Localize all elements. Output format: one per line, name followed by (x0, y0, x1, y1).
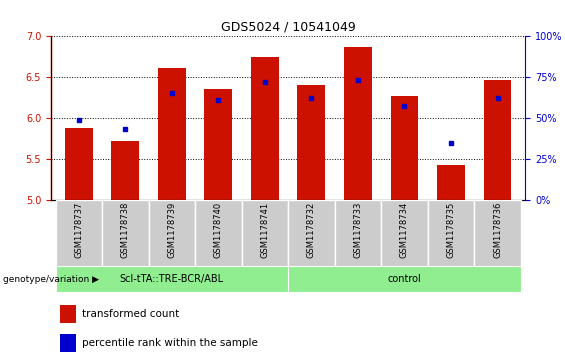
Text: GSM1178737: GSM1178737 (74, 202, 83, 258)
Text: GSM1178735: GSM1178735 (446, 202, 455, 258)
Text: GSM1178732: GSM1178732 (307, 202, 316, 258)
Bar (428, 200, 474, 267)
Bar (251, 57, 279, 200)
Bar (390, 96, 419, 200)
Bar (60, 305, 76, 322)
Bar (297, 85, 325, 200)
Text: control: control (388, 274, 421, 284)
Title: GDS5024 / 10541049: GDS5024 / 10541049 (221, 21, 355, 34)
Text: GSM1178734: GSM1178734 (400, 202, 409, 258)
Bar (55, 266, 288, 292)
Text: GSM1178733: GSM1178733 (354, 202, 362, 258)
Text: GSM1178738: GSM1178738 (121, 202, 130, 258)
Bar (205, 89, 232, 200)
Text: genotype/variation ▶: genotype/variation ▶ (3, 275, 99, 284)
Bar (158, 68, 186, 200)
Text: transformed count: transformed count (82, 309, 179, 319)
Bar (60, 334, 76, 352)
Text: GSM1178736: GSM1178736 (493, 202, 502, 258)
Text: GSM1178739: GSM1178739 (167, 202, 176, 258)
Bar (65, 128, 93, 200)
Text: Scl-tTA::TRE-BCR/ABL: Scl-tTA::TRE-BCR/ABL (120, 274, 224, 284)
Bar (195, 200, 242, 267)
Bar (334, 200, 381, 267)
Bar (149, 200, 195, 267)
Bar (344, 47, 372, 200)
Bar (288, 266, 521, 292)
Text: GSM1178741: GSM1178741 (260, 202, 270, 258)
Bar (111, 141, 139, 200)
Bar (242, 200, 288, 267)
Bar (484, 79, 511, 200)
Bar (474, 200, 521, 267)
Text: percentile rank within the sample: percentile rank within the sample (82, 338, 258, 348)
Bar (288, 200, 334, 267)
Text: GSM1178740: GSM1178740 (214, 202, 223, 258)
Bar (381, 200, 428, 267)
Bar (102, 200, 149, 267)
Bar (55, 200, 102, 267)
Bar (437, 164, 465, 200)
